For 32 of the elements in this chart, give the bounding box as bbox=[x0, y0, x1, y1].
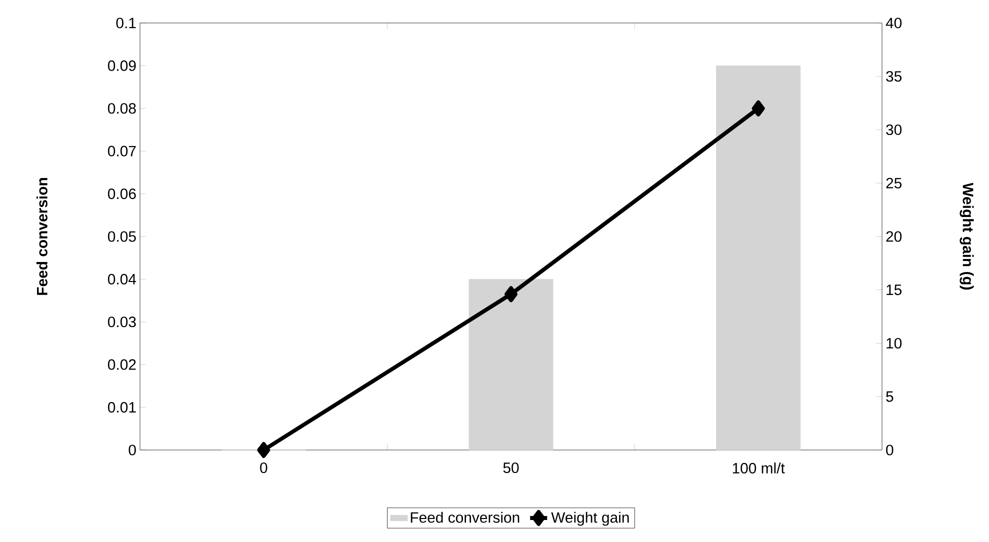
y2-tick-label: 5 bbox=[886, 391, 894, 402]
x-tick-label: 50 bbox=[503, 462, 519, 474]
y-tick-label: 0.01 bbox=[108, 402, 136, 413]
legend-label: Weight gain bbox=[551, 512, 629, 526]
y2-tick-label: 0 bbox=[886, 444, 894, 456]
point bbox=[257, 442, 270, 458]
x-tick-label: 0 bbox=[260, 462, 268, 474]
bar bbox=[468, 278, 554, 450]
y2-tick-label: 30 bbox=[886, 124, 902, 136]
y-tick-label: 0.02 bbox=[108, 359, 136, 370]
y-tick-label: 0.04 bbox=[108, 274, 136, 284]
bar bbox=[716, 65, 801, 450]
y-tick-label: 0 bbox=[128, 444, 136, 456]
y2-tick-label: 25 bbox=[886, 178, 902, 188]
y-tick-label: 0.03 bbox=[108, 316, 136, 328]
y2-tick-label: 35 bbox=[886, 71, 902, 82]
y-tick-label: 0.06 bbox=[108, 188, 136, 200]
y-tick-label: 0.05 bbox=[108, 231, 136, 242]
y2-axis-title: Weight gain (g) bbox=[960, 182, 974, 290]
point bbox=[752, 100, 765, 116]
point bbox=[504, 286, 518, 302]
y2-tick-label: 40 bbox=[886, 18, 902, 28]
y-tick-label: 0.08 bbox=[108, 103, 136, 114]
x-tick-label: 100 ml/t bbox=[732, 462, 785, 474]
legend-label: Feed conversion bbox=[410, 512, 520, 523]
y2-tick-label: 15 bbox=[886, 284, 902, 296]
y-tick-label: 0.07 bbox=[108, 146, 136, 156]
y-tick-label: 0.09 bbox=[108, 60, 136, 71]
y2-tick-label: 20 bbox=[886, 231, 902, 242]
y-tick-label: 0.1 bbox=[116, 18, 136, 28]
y2-tick-label: 10 bbox=[886, 338, 902, 349]
y-axis-title: Feed conversion bbox=[36, 178, 48, 295]
